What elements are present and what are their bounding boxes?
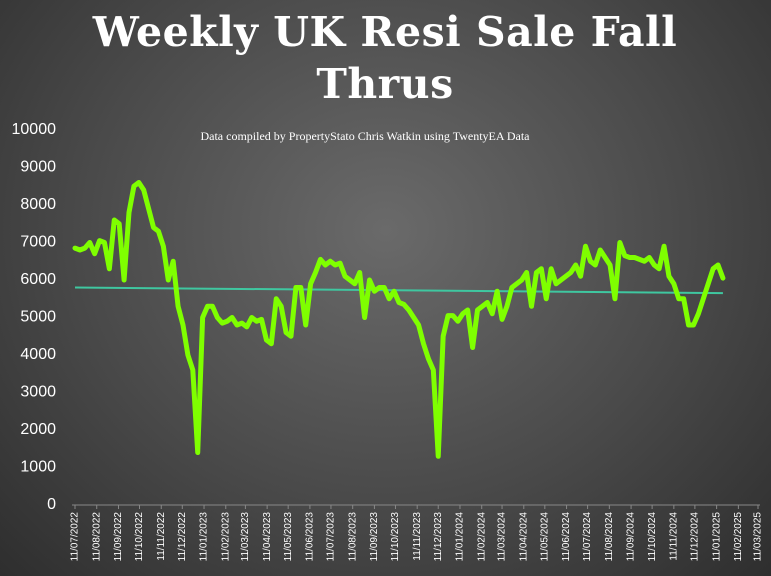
y-tick-label: 4000	[20, 346, 56, 363]
y-tick-label: 10000	[12, 121, 57, 138]
x-tick-label: 11/02/2025	[733, 512, 744, 562]
trend-line	[74, 286, 723, 295]
x-tick-label: 11/09/2022	[113, 512, 124, 562]
x-tick-label: 11/03/2024	[497, 512, 508, 562]
x-tick-label: 11/04/2024	[518, 512, 529, 562]
x-tick-label: 11/12/2022	[177, 512, 188, 562]
x-tick-label: 11/06/2024	[561, 512, 572, 562]
x-tick-label: 11/03/2023	[240, 512, 251, 562]
x-tick-label: 11/08/2023	[347, 512, 358, 562]
y-tick-label: 0	[47, 496, 56, 513]
y-tick-label: 7000	[20, 234, 56, 251]
x-tick-label: 11/07/2024	[582, 512, 593, 562]
x-tick-label: 11/10/2024	[647, 512, 658, 562]
x-tick-label: 11/05/2023	[283, 512, 294, 562]
y-tick-label: 2000	[20, 421, 56, 438]
x-tick-label: 11/05/2024	[539, 512, 550, 562]
data-line	[72, 180, 726, 459]
y-tick-label: 9000	[20, 159, 56, 176]
x-tick-label: 11/01/2025	[711, 512, 722, 562]
x-tick-label: 11/07/2023	[326, 512, 337, 562]
x-tick-label: 11/02/2024	[476, 512, 487, 562]
x-tick-label: 11/10/2023	[390, 512, 401, 562]
x-tick-label: 11/03/2025	[753, 512, 764, 562]
x-tick-label: 11/08/2022	[91, 512, 102, 562]
x-tick-label: 11/12/2024	[690, 512, 701, 562]
x-tick-label: 11/04/2023	[262, 512, 273, 562]
y-tick-label: 6000	[20, 271, 56, 288]
chart-subtitle: Data compiled by PropertyStato Chris Wat…	[200, 129, 530, 143]
y-tick-label: 8000	[20, 196, 56, 213]
y-tick-label: 5000	[20, 309, 56, 326]
x-tick-label: 11/11/2023	[412, 512, 423, 561]
x-tick-label: 11/01/2024	[455, 512, 466, 562]
x-tick-label: 11/09/2024	[626, 512, 637, 562]
x-tick-label: 11/08/2024	[604, 512, 615, 562]
x-tick-label: 11/06/2023	[305, 512, 316, 562]
x-tick-label: 11/12/2023	[433, 512, 444, 562]
x-tick-label: 11/11/2022	[156, 512, 167, 561]
x-tick-label: 11/11/2024	[668, 512, 679, 561]
x-tick-label: 11/01/2023	[199, 512, 210, 562]
chart-title: Weekly UK Resi Sale Fall Thrus	[92, 8, 678, 108]
x-tick-label: 11/02/2023	[220, 512, 231, 562]
x-tick-label: 11/07/2022	[70, 512, 81, 562]
y-tick-label: 3000	[20, 384, 56, 401]
x-tick-label: 11/10/2022	[134, 512, 145, 562]
x-tick-label: 11/09/2023	[369, 512, 380, 562]
y-tick-label: 1000	[20, 459, 56, 476]
